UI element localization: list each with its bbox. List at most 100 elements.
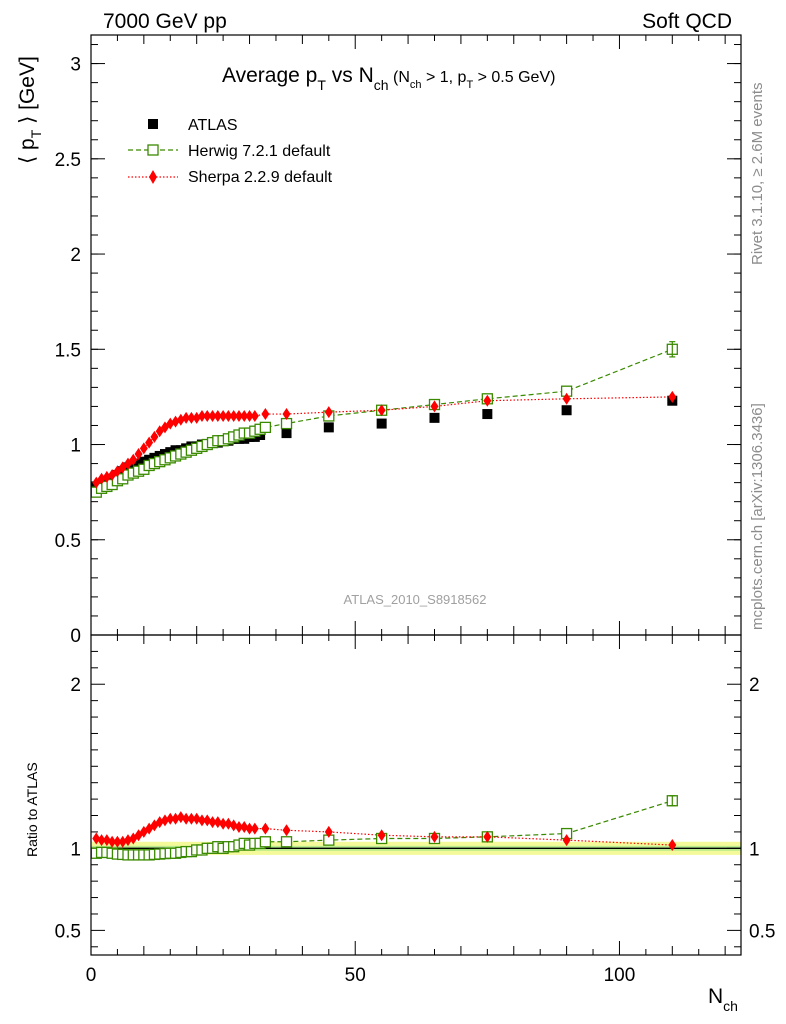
main-y-tick-label: 1 — [70, 436, 81, 457]
sherpa-point — [245, 409, 254, 422]
sherpa-point — [668, 390, 677, 403]
sherpa-ratio-point — [176, 811, 185, 824]
sherpa-ratio-point — [261, 822, 270, 835]
sherpa-ratio-point — [245, 822, 254, 835]
atlas-point — [323, 422, 334, 433]
sherpa-ratio-point — [213, 816, 222, 829]
herwig-ratio-point — [259, 836, 272, 848]
sherpa-ratio-point — [219, 817, 228, 830]
ratio-y-tick-label: 1 — [70, 839, 81, 860]
sherpa-ratio-point — [430, 830, 439, 843]
sherpa-point — [187, 411, 196, 424]
sherpa-point — [102, 470, 111, 483]
sherpa-point — [134, 448, 143, 461]
sherpa-ratio-point — [192, 812, 201, 825]
sherpa-ratio-point — [203, 814, 212, 827]
sherpa-point — [139, 442, 148, 455]
x-tick-label: 0 — [86, 965, 97, 986]
ratio-ylabel: Ratio to ATLAS — [24, 762, 40, 857]
main-y-tick-label: 2 — [70, 245, 81, 266]
sherpa-ratio-point — [102, 834, 111, 847]
legend-marker-sherpa — [149, 170, 157, 184]
sherpa-ratio-point — [562, 834, 571, 847]
sherpa-ratio-point — [97, 834, 106, 847]
sherpa-ratio-point — [240, 821, 249, 833]
sherpa-point — [224, 409, 233, 422]
header-right: Soft QCD — [642, 10, 732, 33]
sherpa-point — [377, 404, 386, 417]
main-y-tick-label: 0.5 — [55, 531, 81, 552]
sherpa-point — [219, 409, 228, 422]
header-left: 7000 GeV pp — [103, 10, 227, 33]
ratio-y-tick-label-right: 0.5 — [749, 921, 775, 942]
atlas-point — [133, 458, 144, 469]
ratio-y-tick-label-right: 1 — [749, 839, 760, 860]
watermark: ATLAS_2010_S8918562 — [344, 592, 487, 607]
sherpa-point — [483, 394, 492, 407]
atlas-point — [429, 412, 440, 423]
sherpa-ratio-point — [208, 816, 217, 829]
main-y-tick-label: 1.5 — [55, 340, 81, 361]
sherpa-ratio-point — [483, 830, 492, 843]
atlas-point — [561, 405, 572, 416]
herwig-ratio-point — [280, 836, 293, 848]
sherpa-ratio-point — [229, 819, 238, 832]
ratio-frame — [90, 634, 742, 956]
herwig-point — [259, 421, 272, 434]
main-ylabel: ⟨ pT ⟩ [GeV] — [16, 56, 44, 164]
sherpa-point — [166, 417, 175, 430]
sherpa-ratio-point — [92, 832, 101, 845]
sherpa-ratio-point — [123, 834, 132, 847]
sherpa-point — [182, 411, 191, 424]
atlas-point — [482, 409, 493, 420]
legend: ATLAS Herwig 7.2.1 default Sherpa 2.2.9 … — [128, 117, 333, 186]
sherpa-ratio-point — [187, 812, 196, 825]
sherpa-ratio-point — [377, 829, 386, 842]
x-tick-label: 50 — [345, 965, 366, 986]
legend-label-herwig: Herwig 7.2.1 default — [188, 143, 331, 160]
sherpa-ratio-point — [155, 816, 164, 829]
sherpa-ratio-point — [282, 824, 291, 837]
sherpa-ratio-point — [197, 814, 206, 827]
sherpa-ratio-point — [118, 835, 127, 848]
sherpa-point — [176, 413, 185, 426]
sherpa-ratio-point — [108, 835, 117, 848]
main-y-tick-label: 0 — [70, 626, 81, 647]
sherpa-ratio-point — [171, 812, 180, 825]
atlas-point — [376, 418, 387, 429]
sherpa-point — [171, 415, 180, 428]
ratio-y-tick-label: 0.5 — [55, 921, 81, 942]
ratio-panel: 0.5 0.5 1 1 2 2 0 50 100 Ratio to ATLAS — [24, 634, 775, 986]
sherpa-point — [562, 392, 571, 405]
main-panel: 0 0.5 1 1.5 2 2.5 3 ATLAS_2010_S8918562 Averag… — [16, 34, 742, 647]
sherpa-point — [250, 409, 259, 422]
sherpa-point — [129, 453, 138, 466]
sherpa-point — [203, 409, 212, 422]
sherpa-ratio-point — [668, 839, 677, 852]
sherpa-point — [192, 411, 201, 424]
sherpa-ratio-point — [250, 822, 259, 835]
sherpa-ratio-point — [234, 821, 243, 833]
sherpa-point — [208, 409, 217, 422]
mcplots-side-text: mcplots.cern.ch [arXiv:1306.3436] — [749, 403, 766, 630]
sherpa-point — [97, 472, 106, 485]
legend-marker-herwig — [147, 144, 159, 156]
x-tick-label: 100 — [604, 965, 636, 986]
sherpa-ratio-point — [182, 812, 191, 825]
sherpa-point — [145, 436, 154, 449]
sherpa-point — [213, 409, 222, 422]
sherpa-point — [229, 409, 238, 422]
herwig-point — [280, 417, 293, 430]
x-axis-label: Nch — [708, 985, 738, 1014]
sherpa-ratio-point — [224, 817, 233, 830]
chart-title: Average pT vs Nch (Nch > 1, pT > 0.5 GeV… — [222, 64, 555, 93]
atlas-point — [281, 428, 292, 439]
ratio-y-tick-label-right: 2 — [749, 675, 760, 696]
sherpa-ratio-point — [160, 814, 169, 827]
legend-label-atlas: ATLAS — [188, 117, 238, 134]
ratio-y-tick-label: 2 — [70, 675, 81, 696]
sherpa-ratio-point — [166, 812, 175, 825]
sherpa-point — [324, 406, 333, 419]
main-y-tick-label: 3 — [70, 55, 81, 76]
